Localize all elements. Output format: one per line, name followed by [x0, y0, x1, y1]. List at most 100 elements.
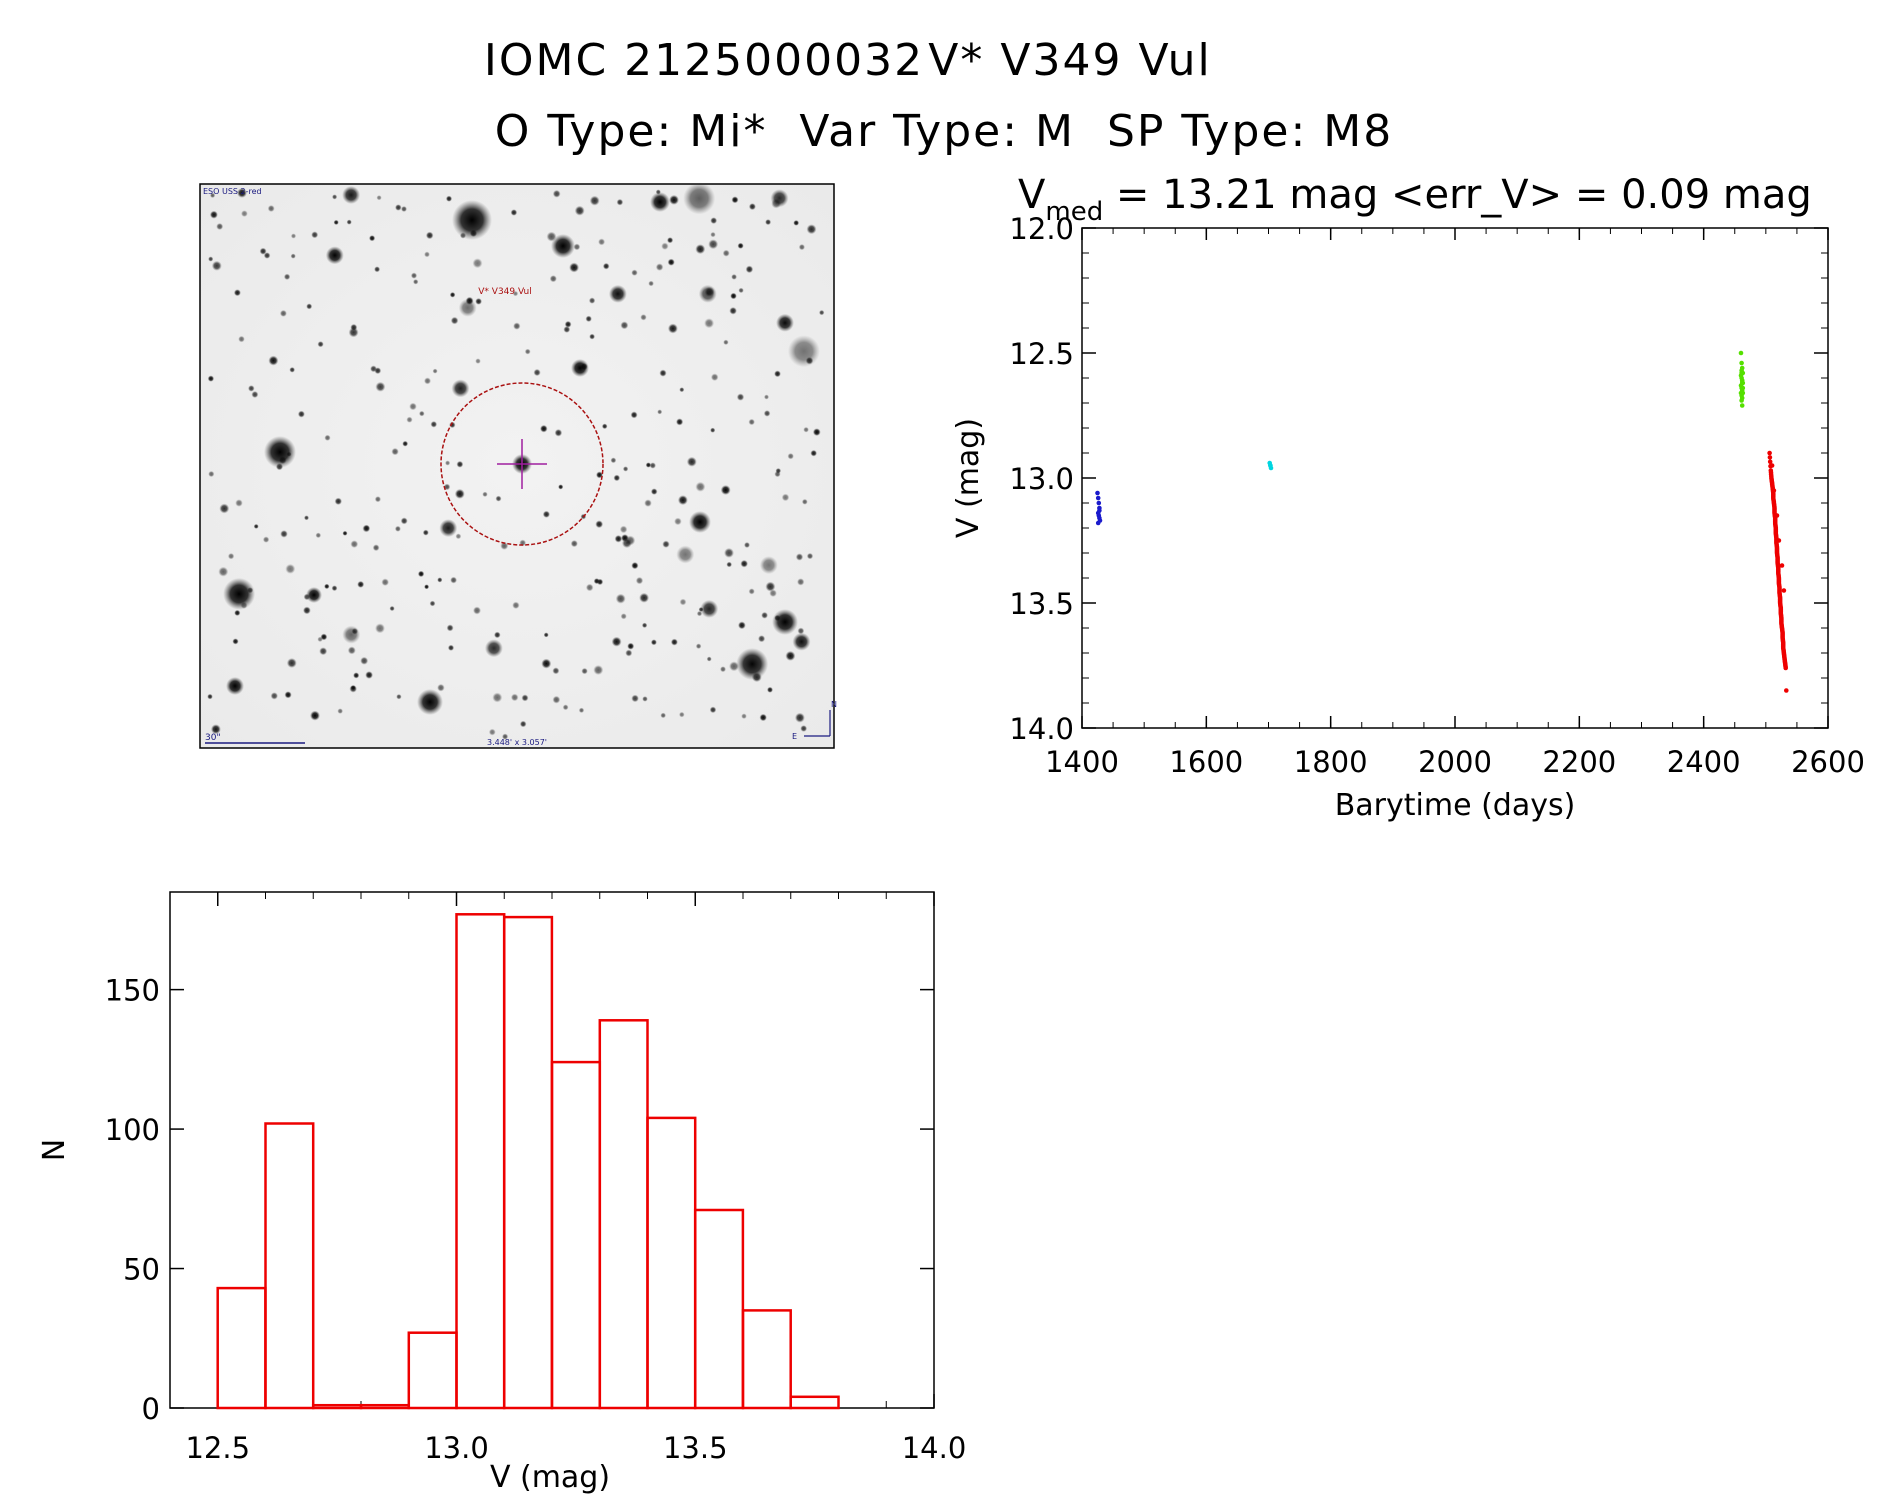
- star: [793, 220, 800, 226]
- star: [263, 252, 271, 259]
- star: [363, 524, 370, 532]
- star: [695, 643, 702, 649]
- star: [552, 695, 561, 704]
- star: [744, 542, 750, 548]
- star: [248, 385, 255, 392]
- star: [207, 375, 215, 382]
- star: [601, 423, 608, 430]
- star: [667, 323, 678, 334]
- star: [432, 368, 438, 374]
- star: [232, 638, 239, 645]
- star: [724, 547, 734, 558]
- star: [297, 410, 305, 418]
- star: [402, 440, 409, 447]
- star: [641, 622, 648, 628]
- lc-data-point: [1268, 463, 1273, 468]
- star: [761, 611, 768, 619]
- star: [425, 231, 434, 240]
- star: [372, 544, 380, 552]
- star: [279, 309, 287, 317]
- star: [797, 578, 805, 586]
- star: [290, 233, 297, 239]
- star: [710, 427, 716, 433]
- star: [670, 638, 678, 646]
- star: [774, 370, 781, 378]
- star: [259, 247, 267, 255]
- sky-image-panel: ESO USS 2-red V* V349 Vul 30" 3.448' x 3…: [199, 182, 837, 749]
- star: [798, 244, 806, 251]
- histogram-bar: [741, 1309, 792, 1410]
- star: [226, 677, 244, 695]
- star: [558, 484, 564, 490]
- figure-subtitle: O Type: Mi* Var Type: M SP Type: M8: [495, 106, 1393, 157]
- star: [769, 589, 777, 597]
- star: [303, 606, 311, 615]
- star: [472, 258, 483, 269]
- lc-data-point: [1095, 490, 1100, 496]
- lc-data-point: [1767, 459, 1773, 465]
- star: [564, 320, 572, 328]
- star: [419, 410, 425, 417]
- star: [730, 292, 737, 300]
- star: [207, 693, 213, 700]
- lc-x-tick-label: 2400: [1667, 745, 1741, 779]
- lc-y-tick-label: 12.0: [1009, 212, 1074, 246]
- lc-x-tick-label: 2600: [1791, 745, 1865, 779]
- hist-y-tick-label: 0: [142, 1392, 160, 1426]
- star: [706, 656, 712, 662]
- histogram-x-axis-label: V (mag): [490, 1460, 610, 1494]
- star: [319, 647, 328, 656]
- star: [424, 251, 430, 258]
- star: [676, 418, 684, 426]
- star: [519, 720, 527, 728]
- star: [524, 348, 531, 355]
- star: [488, 728, 496, 736]
- lc-data-point: [1784, 688, 1789, 693]
- star: [430, 421, 438, 428]
- star: [800, 725, 808, 732]
- star: [806, 552, 814, 560]
- lc-data-point: [1739, 368, 1744, 373]
- star: [573, 243, 581, 251]
- histogram-bar: [598, 1019, 649, 1410]
- lc-x-tick-label: 1400: [1045, 745, 1119, 779]
- star: [710, 373, 719, 382]
- star: [422, 529, 429, 536]
- star: [748, 418, 755, 426]
- star: [758, 635, 766, 643]
- star: [787, 335, 820, 368]
- star: [552, 189, 561, 198]
- star: [437, 577, 443, 583]
- star: [500, 541, 509, 550]
- star: [374, 367, 382, 375]
- star: [369, 235, 376, 242]
- star: [588, 297, 596, 304]
- histogram-bars: [216, 913, 840, 1410]
- histogram-bar: [407, 1331, 458, 1410]
- star: [738, 287, 744, 294]
- star: [614, 535, 623, 543]
- star: [669, 194, 679, 205]
- lc-x-tick-label: 1800: [1294, 745, 1368, 779]
- star: [549, 275, 557, 283]
- star: [455, 533, 462, 540]
- star: [510, 693, 519, 702]
- star: [639, 592, 650, 603]
- light-curve-x-axis-label: Barytime (days): [1335, 788, 1576, 823]
- star: [360, 656, 369, 665]
- star: [620, 613, 627, 620]
- star: [311, 231, 319, 239]
- lc-data-point: [1097, 508, 1102, 513]
- histogram-bar: [216, 1286, 267, 1410]
- star: [543, 632, 549, 638]
- star: [770, 189, 789, 208]
- star: [375, 381, 386, 392]
- star: [512, 290, 519, 297]
- star: [622, 466, 629, 472]
- star: [640, 314, 647, 321]
- star: [211, 260, 222, 271]
- star: [409, 402, 417, 411]
- star: [631, 562, 639, 570]
- star: [764, 394, 769, 400]
- lc-data-point: [1738, 390, 1744, 396]
